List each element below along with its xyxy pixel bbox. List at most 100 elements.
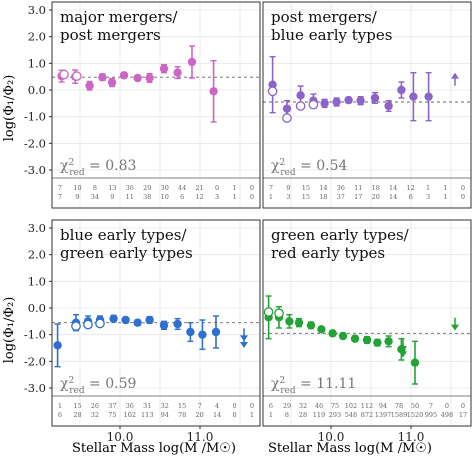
count-label-top: 7 (198, 402, 202, 410)
count-label-top: 29 (283, 402, 291, 410)
count-label-bottom: 3 (286, 193, 290, 201)
data-point (145, 315, 154, 325)
count-label-top: 8 (93, 184, 97, 192)
panel-title-line: red early types (271, 244, 385, 262)
data-point (98, 73, 107, 82)
data-point (338, 331, 348, 341)
count-label-bottom: 0 (250, 193, 254, 201)
count-label-top: 30 (161, 184, 169, 192)
y-axis-label-top: log(Φ₁/Φ₂) (2, 75, 17, 142)
data-point (211, 327, 221, 337)
data-point-open (282, 113, 292, 123)
count-label-top: 36 (126, 402, 134, 410)
y-tick-label: -3.0 (24, 163, 46, 177)
data-point-open (71, 321, 81, 331)
count-label-bottom: 6 (58, 411, 62, 419)
count-label-bottom: 3 (215, 193, 219, 201)
count-label-bottom: 3 (426, 193, 430, 201)
panel-2: post mergers/blue early types χ2 red = 0.5… (262, 1, 472, 209)
count-label-top: 13 (108, 184, 116, 192)
count-label-bottom: 9 (110, 193, 114, 201)
count-label-bottom: 0 (461, 193, 465, 201)
count-label-top: 7 (58, 184, 62, 192)
count-label-bottom: 995 (425, 411, 437, 419)
y-tick-label: 2.0 (28, 248, 46, 262)
panel-1: major mergers/post mergers χ2 red = 0.83 77… (24, 1, 261, 209)
count-label-bottom: 20 (195, 411, 203, 419)
data-point (198, 330, 207, 339)
limit-arrow-head (451, 324, 459, 331)
y-tick-label: 1.0 (28, 274, 46, 288)
limit-arrow-head (399, 351, 407, 358)
count-label-bottom: 94 (161, 411, 169, 419)
data-point (332, 97, 341, 107)
y-tick-label: -1.0 (24, 110, 46, 124)
data-point (362, 335, 372, 345)
panel-frame (262, 1, 472, 209)
count-label-bottom: 18 (319, 193, 327, 201)
count-label-bottom: 1 (443, 193, 447, 201)
data-point (317, 325, 326, 334)
data-point-open (59, 69, 69, 80)
count-label-top: 0 (445, 402, 449, 410)
data-point (410, 358, 420, 367)
data-point (268, 80, 277, 89)
count-label-bottom: 75 (108, 411, 116, 419)
y-axis-label-bottom: log(Φ₁/Φ₂) (2, 297, 17, 364)
panel-title-line: post mergers/ (271, 8, 378, 26)
data-point (121, 315, 130, 325)
data-point-open (71, 71, 82, 81)
panel-frame (51, 1, 261, 209)
data-point (209, 87, 218, 96)
count-label-bottom: 14 (213, 411, 221, 419)
count-label-top: 14 (389, 184, 397, 192)
count-label-bottom: 12 (195, 193, 203, 201)
chi2-label: χ2 red = 11.11 (271, 376, 356, 396)
data-point (296, 91, 305, 100)
y-tick-label: 1.0 (28, 56, 46, 70)
count-label-bottom: 14 (389, 193, 397, 201)
count-label-bottom: 1 (232, 193, 236, 201)
data-point (344, 95, 353, 105)
count-label-bottom: 7 (58, 193, 62, 201)
data-point (159, 321, 169, 330)
data-point (186, 327, 195, 337)
count-label-bottom: 37 (337, 193, 345, 201)
count-label-top: 32 (299, 402, 307, 410)
data-point-open (95, 318, 105, 329)
y-tick-label: -3.0 (24, 381, 46, 395)
count-label-top: 11 (354, 184, 362, 192)
data-point-open (274, 308, 284, 319)
count-label-bottom: 32 (91, 411, 99, 419)
data-point (294, 318, 304, 327)
x-tick-label: 10.0 (107, 430, 134, 444)
y-tick-label: -2.0 (24, 136, 46, 150)
x-axis-label-right: Stellar Mass log(M /M☉) (268, 441, 432, 456)
data-point-open (308, 99, 319, 110)
count-label-bottom: 1 (269, 411, 273, 419)
count-label-bottom: 10 (161, 193, 169, 201)
panel-title-line: major mergers/ (60, 8, 178, 26)
count-label-bottom: 1 (269, 193, 273, 201)
count-label-bottom: 113 (141, 411, 153, 419)
count-label-top: 21 (195, 184, 203, 192)
count-label-bottom: 498 (441, 411, 453, 419)
data-point (328, 329, 337, 338)
count-label-bottom: 8 (285, 411, 289, 419)
panel-frame (51, 219, 261, 427)
data-point (282, 104, 292, 113)
data-point (424, 92, 433, 101)
data-point (370, 93, 380, 103)
limit-arrow-head (240, 342, 248, 348)
count-label-top: 46 (315, 402, 323, 410)
count-label-top: 10 (73, 184, 81, 192)
count-label-top: 32 (161, 402, 169, 410)
y-tick-label: 2.0 (28, 30, 46, 44)
count-label-top: 78 (395, 402, 403, 410)
count-label-bottom: 6 (409, 193, 413, 201)
count-label-top: 26 (91, 402, 99, 410)
count-label-top: 0 (461, 402, 465, 410)
count-label-bottom: 28 (299, 411, 307, 419)
y-tick-label: 0.0 (28, 83, 46, 97)
